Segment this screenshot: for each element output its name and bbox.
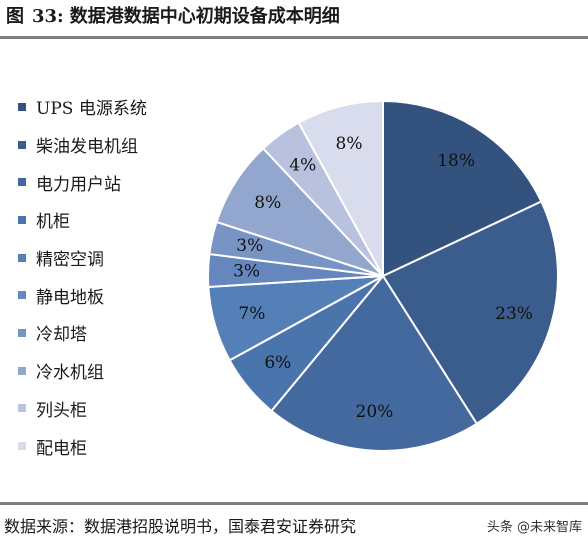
pie-slice [270,274,479,453]
legend-swatch [18,140,26,149]
figure-title: 图 33: 数据港数据中心初期设备成本明细 [6,2,582,32]
legend-swatch [18,366,26,375]
legend-swatch [18,442,26,451]
legend-swatch [18,404,26,413]
legend-swatch [18,253,26,262]
source-note: 数据来源：数据港招股说明书，国泰君安证券研究 [4,517,357,536]
top-rule [0,36,588,39]
slice-label: 3% [233,262,260,282]
legend-item: 列头柜 [18,390,147,428]
legend-item: 冷却塔 [18,314,147,352]
pie-slice [381,200,559,426]
legend-label: 静电地板 [36,287,104,308]
figure-number: 33: [32,6,64,27]
legend-item: 电力用户站 [18,163,147,201]
legend-label: 精密空调 [36,250,104,271]
slice-label: 4% [289,156,316,176]
legend-swatch [18,178,26,187]
figure-title-text: 数据港数据中心初期设备成本明细 [69,6,340,27]
legend-item: 精密空调 [18,239,147,277]
legend-swatch [18,291,26,300]
slice-label: 8% [254,193,281,213]
legend-item: UPS 电源系统 [18,88,147,126]
legend-swatch [18,215,26,224]
legend-swatch [18,102,26,111]
bottom-rule [0,502,588,505]
legend-label: 配电柜 [36,438,87,459]
legend-label: 冷却塔 [36,325,87,346]
legend-label: 机柜 [36,212,70,233]
legend-label: 列头柜 [36,400,87,421]
slice-label: 3% [236,236,263,256]
slice-label: 8% [336,134,363,154]
legend-label: UPS 电源系统 [36,99,147,120]
chart-legend: UPS 电源系统 柴油发电机组 电力用户站机柜精密空调静电地板冷却塔冷水机组列头柜配… [18,88,147,465]
legend-item: 柴油发电机组 [18,126,147,164]
slice-label: 20% [356,402,394,422]
legend-item: 冷水机组 [18,352,147,390]
legend-item: 机柜 [18,201,147,239]
legend-item: 静电地板 [18,276,147,314]
legend-swatch [18,328,26,337]
legend-label: 冷水机组 [36,363,104,384]
slice-label: 7% [238,304,265,324]
slice-label: 23% [495,304,533,324]
pie-slice [297,99,384,277]
legend-item: 配电柜 [18,427,147,465]
legend-label: 电力用户站 [36,174,121,195]
legend-label: 柴油发电机组 [36,137,138,158]
pie-slice [382,99,543,278]
watermark: 头条 @未来智库 [486,520,582,535]
slice-label: 18% [437,151,475,171]
slice-label: 6% [264,353,291,373]
figure-label: 图 [6,6,24,27]
